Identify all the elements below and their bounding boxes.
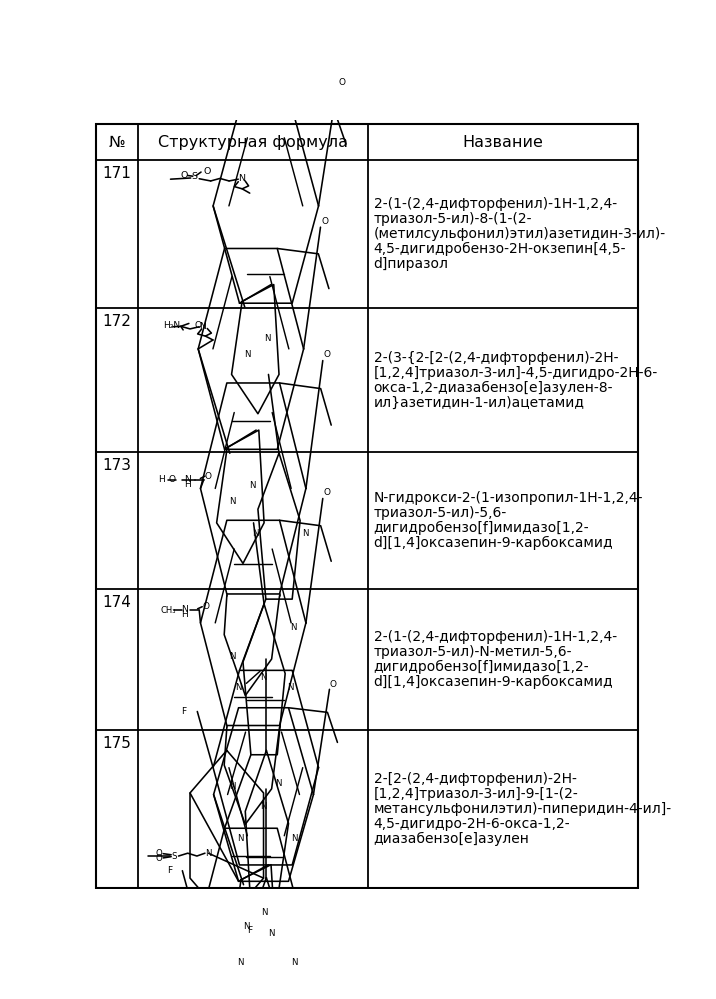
Text: O: O xyxy=(321,217,328,226)
Text: дигидробензо[f]имидазо[1,2-: дигидробензо[f]имидазо[1,2- xyxy=(374,660,589,674)
Text: d][1,4]оксазепин-9-карбоксамид: d][1,4]оксазепин-9-карбоксамид xyxy=(374,675,613,689)
Text: дигидробензо[f]имидазо[1,2-: дигидробензо[f]имидазо[1,2- xyxy=(374,521,589,535)
Text: F: F xyxy=(167,866,172,875)
Text: ил}азетидин-1-ил)ацетамид: ил}азетидин-1-ил)ацетамид xyxy=(374,396,584,410)
Text: O: O xyxy=(205,473,212,482)
Text: H₂N: H₂N xyxy=(163,321,180,330)
Text: 171: 171 xyxy=(103,166,132,181)
Text: d]пиразол: d]пиразол xyxy=(374,257,449,271)
Text: [1,2,4]триазол-3-ил]-9-[1-(2-: [1,2,4]триазол-3-ил]-9-[1-(2- xyxy=(374,787,579,801)
Text: N: N xyxy=(248,482,255,491)
Text: N: N xyxy=(229,498,236,506)
Text: 172: 172 xyxy=(103,315,132,330)
Text: N: N xyxy=(291,958,298,967)
Text: N: N xyxy=(236,683,242,692)
Text: 4,5-дигидробензо-2H-окзепин[4,5-: 4,5-дигидробензо-2H-окзепин[4,5- xyxy=(374,242,626,256)
Text: метансульфонилэтил)-пиперидин-4-ил]-: метансульфонилэтил)-пиперидин-4-ил]- xyxy=(374,802,672,816)
Text: N: N xyxy=(263,334,270,343)
Text: O: O xyxy=(195,321,202,330)
Text: триазол-5-ил)-5,6-: триазол-5-ил)-5,6- xyxy=(374,506,507,520)
Text: триазол-5-ил)-8-(1-(2-: триазол-5-ил)-8-(1-(2- xyxy=(374,212,532,226)
Text: диазабензо[e]азулен: диазабензо[e]азулен xyxy=(374,832,530,846)
Text: O: O xyxy=(324,489,331,498)
Text: N: N xyxy=(261,672,267,681)
Text: F: F xyxy=(182,707,187,716)
Text: (метилсульфонил)этил)азетидин-3-ил)-: (метилсульфонил)этил)азетидин-3-ил)- xyxy=(374,227,666,241)
Text: №: № xyxy=(109,135,125,150)
Text: N: N xyxy=(268,929,275,938)
Text: N: N xyxy=(244,350,251,359)
Text: N: N xyxy=(261,802,267,811)
Text: O: O xyxy=(339,78,346,87)
Text: 4,5-дигидро-2H-6-окса-1,2-: 4,5-дигидро-2H-6-окса-1,2- xyxy=(374,817,570,831)
Text: Название: Название xyxy=(463,135,543,150)
Text: 2-(3-{2-[2-(2,4-дифторфенил)-2H-: 2-(3-{2-[2-(2,4-дифторфенил)-2H- xyxy=(374,351,618,365)
Text: N: N xyxy=(237,833,243,842)
Text: N: N xyxy=(229,782,236,791)
Text: 2-(1-(2,4-дифторфенил)-1H-1,2,4-: 2-(1-(2,4-дифторфенил)-1H-1,2,4- xyxy=(374,197,616,211)
Text: O: O xyxy=(155,854,163,863)
Text: 174: 174 xyxy=(103,595,132,610)
Text: триазол-5-ил)-N-метил-5,6-: триазол-5-ил)-N-метил-5,6- xyxy=(374,645,572,659)
Text: N: N xyxy=(237,958,243,967)
Text: O: O xyxy=(203,167,211,176)
Text: N: N xyxy=(291,833,298,842)
Text: N: N xyxy=(199,323,206,332)
Text: O: O xyxy=(203,602,210,611)
Text: O: O xyxy=(324,350,331,359)
Text: N: N xyxy=(229,652,236,661)
Text: S: S xyxy=(171,851,177,860)
Text: N: N xyxy=(243,922,249,931)
Text: F: F xyxy=(248,926,253,935)
Text: O: O xyxy=(330,679,337,688)
Text: N-гидрокси-2-(1-изопропил-1H-1,2,4-: N-гидрокси-2-(1-изопропил-1H-1,2,4- xyxy=(374,492,643,505)
Text: O: O xyxy=(168,476,175,485)
Text: O: O xyxy=(180,171,188,180)
Text: 175: 175 xyxy=(103,736,132,751)
Text: N: N xyxy=(276,779,282,788)
Text: Структурная формула: Структурная формула xyxy=(158,135,348,150)
Text: N: N xyxy=(181,605,188,614)
Text: H: H xyxy=(158,476,165,485)
Text: N: N xyxy=(291,622,297,631)
Text: [1,2,4]триазол-3-ил]-4,5-дигидро-2H-6-: [1,2,4]триазол-3-ил]-4,5-дигидро-2H-6- xyxy=(374,366,658,380)
Text: N: N xyxy=(184,476,191,485)
Text: N: N xyxy=(287,683,294,692)
Text: N: N xyxy=(238,175,245,184)
Text: 2-(1-(2,4-дифторфенил)-1H-1,2,4-: 2-(1-(2,4-дифторфенил)-1H-1,2,4- xyxy=(374,630,616,644)
Text: N: N xyxy=(302,529,309,538)
Text: CH₃: CH₃ xyxy=(160,605,175,614)
Text: окса-1,2-диазабензо[e]азулен-8-: окса-1,2-диазабензо[e]азулен-8- xyxy=(374,381,613,395)
Text: N: N xyxy=(261,908,268,917)
Text: N: N xyxy=(252,529,258,538)
Text: H: H xyxy=(181,609,188,618)
Text: H: H xyxy=(184,480,191,489)
Text: S: S xyxy=(192,173,198,182)
Text: 2-[2-(2,4-дифторфенил)-2H-: 2-[2-(2,4-дифторфенил)-2H- xyxy=(374,771,576,786)
Text: N: N xyxy=(205,849,212,858)
Text: O: O xyxy=(155,849,163,858)
Text: d][1,4]оксазепин-9-карбоксамид: d][1,4]оксазепин-9-карбоксамид xyxy=(374,536,613,550)
Text: 173: 173 xyxy=(102,459,132,474)
